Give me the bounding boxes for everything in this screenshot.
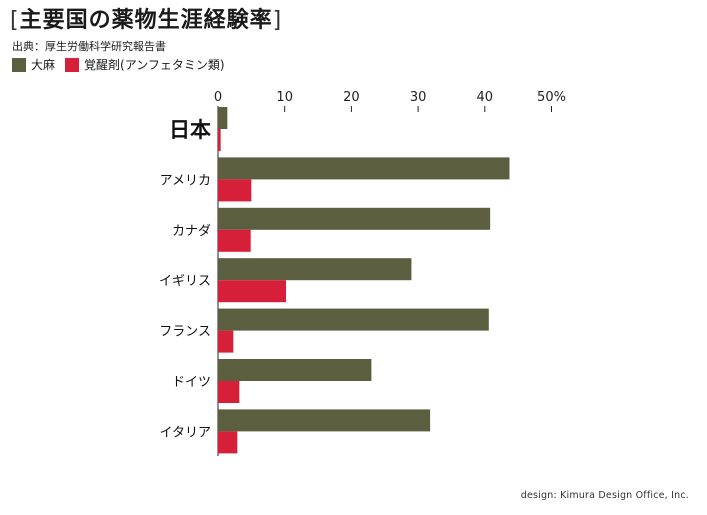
x-tick-label: 0 bbox=[214, 90, 222, 105]
category-label: ドイツ bbox=[172, 375, 211, 390]
x-tick-label: 20 bbox=[343, 90, 360, 105]
chart-title: [主要国の薬物生涯経験率] bbox=[10, 8, 282, 34]
category-label: 日本 bbox=[169, 118, 211, 142]
source-note: 出典：厚生労働科学研究報告書 bbox=[12, 40, 166, 53]
bar-cannabis bbox=[218, 157, 510, 180]
x-tick-label: 40 bbox=[477, 90, 494, 105]
legend-item-amphetamine: 覚醒剤(アンフェタミン類) bbox=[65, 56, 225, 73]
legend-swatch-cannabis bbox=[12, 57, 26, 72]
category-label: フランス bbox=[159, 325, 211, 340]
bar-amphetamine bbox=[218, 229, 251, 252]
chart-title-text: 主要国の薬物生涯経験率 bbox=[19, 8, 273, 33]
bar-amphetamine bbox=[218, 129, 221, 151]
legend-item-cannabis: 大麻 bbox=[12, 56, 55, 73]
x-tick-label: 10 bbox=[276, 90, 293, 105]
legend-label-cannabis: 大麻 bbox=[31, 58, 56, 72]
legend-swatch-amphetamine bbox=[65, 57, 80, 72]
bar-amphetamine bbox=[218, 280, 287, 303]
category-label: アメリカ bbox=[160, 173, 211, 188]
title-bracket-close: ] bbox=[272, 8, 283, 33]
bar-cannabis bbox=[218, 207, 491, 230]
bar-cannabis bbox=[218, 359, 372, 381]
x-tick-label: 50% bbox=[537, 90, 566, 105]
category-label: カナダ bbox=[172, 224, 211, 239]
bar-cannabis bbox=[218, 258, 412, 281]
bar-amphetamine bbox=[218, 431, 238, 454]
bar-cannabis bbox=[218, 107, 228, 129]
title-bracket-open: [ bbox=[10, 8, 20, 33]
bar-cannabis bbox=[218, 409, 431, 432]
bar-cannabis bbox=[218, 308, 489, 331]
title-block: [主要国の薬物生涯経験率] bbox=[10, 8, 282, 34]
bar-amphetamine bbox=[218, 179, 252, 202]
category-label: イギリス bbox=[159, 274, 211, 289]
x-tick-label: 30 bbox=[410, 90, 427, 105]
legend: 大麻 覚醒剤(アンフェタミン類) bbox=[12, 56, 235, 73]
bar-amphetamine bbox=[218, 330, 234, 353]
category-label: イタリア bbox=[160, 425, 211, 440]
bar-amphetamine bbox=[218, 381, 240, 403]
legend-label-amphetamine: 覚醒剤(アンフェタミン類) bbox=[84, 58, 225, 72]
design-credit: design: Kimura Design Office, Inc. bbox=[520, 490, 689, 501]
